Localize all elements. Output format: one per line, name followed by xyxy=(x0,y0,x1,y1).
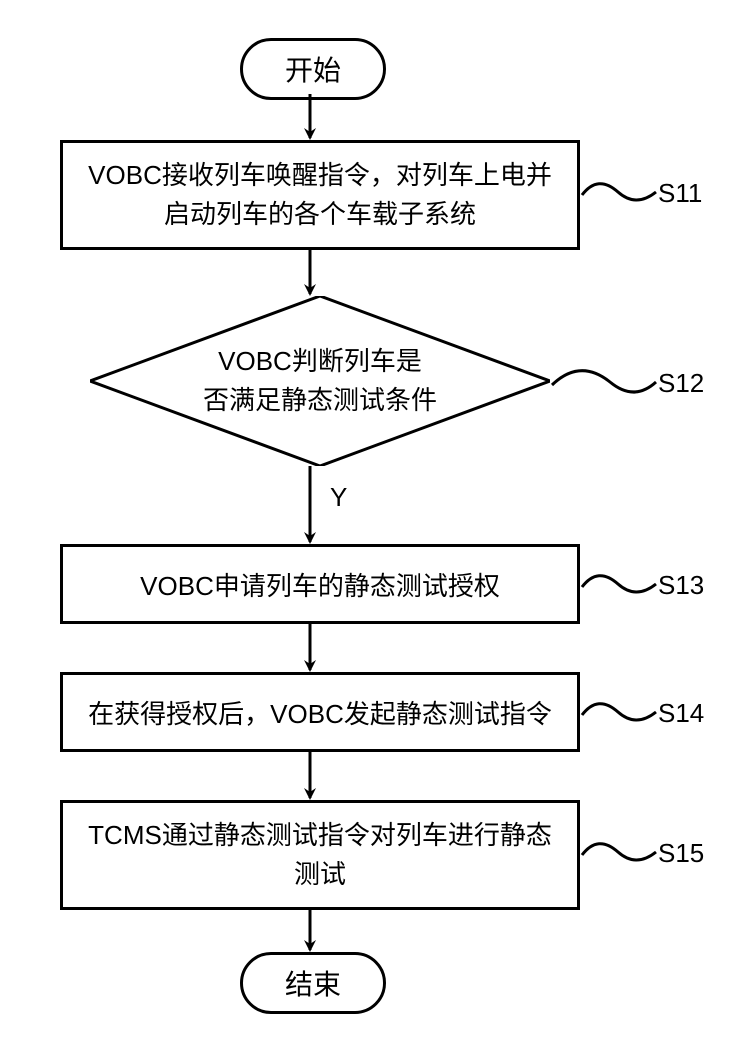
flowchart-canvas: 开始 结束 VOBC接收列车唤醒指令，对列车上电并 启动列车的各个车载子系统 V… xyxy=(20,20,739,1020)
process-s14: 在获得授权后，VOBC发起静态测试指令 xyxy=(60,672,580,752)
process-s11: VOBC接收列车唤醒指令，对列车上电并 启动列车的各个车载子系统 xyxy=(60,140,580,250)
process-s15: TCMS通过静态测试指令对列车进行静态 测试 xyxy=(60,800,580,910)
process-s13: VOBC申请列车的静态测试授权 xyxy=(60,544,580,624)
start-node: 开始 xyxy=(240,38,386,100)
decision-yes-label: Y xyxy=(330,482,347,513)
step-label-s15: S15 xyxy=(658,838,704,869)
end-label: 结束 xyxy=(285,963,341,1003)
end-node: 结束 xyxy=(240,952,386,1014)
process-s15-text: TCMS通过静态测试指令对列车进行静态 测试 xyxy=(88,816,552,894)
decision-s12: VOBC判断列车是 否满足静态测试条件 xyxy=(90,296,550,466)
process-s13-text: VOBC申请列车的静态测试授权 xyxy=(140,566,500,603)
start-label: 开始 xyxy=(285,49,341,89)
step-label-s12: S12 xyxy=(658,368,704,399)
step-label-s13: S13 xyxy=(658,570,704,601)
process-s11-text: VOBC接收列车唤醒指令，对列车上电并 启动列车的各个车载子系统 xyxy=(88,156,552,234)
step-label-s14: S14 xyxy=(658,698,704,729)
decision-s12-text: VOBC判断列车是 否满足静态测试条件 xyxy=(203,342,437,420)
step-label-s11: S11 xyxy=(658,178,702,209)
process-s14-text: 在获得授权后，VOBC发起静态测试指令 xyxy=(88,694,552,731)
